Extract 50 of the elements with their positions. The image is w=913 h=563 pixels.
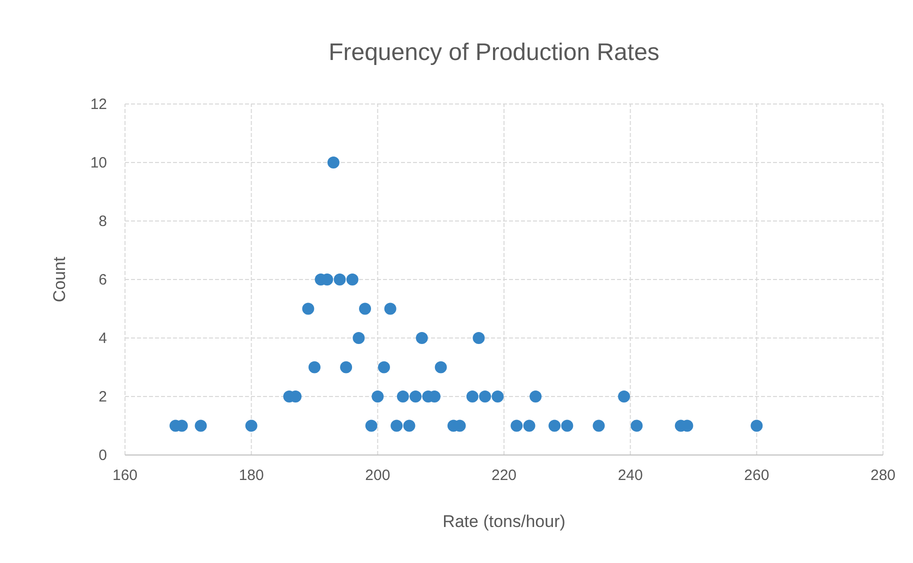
point <box>384 302 396 315</box>
point <box>510 420 523 432</box>
point <box>750 420 763 432</box>
chart-title: Frequency of Production Rates <box>328 39 660 66</box>
point <box>523 420 536 432</box>
point <box>327 156 340 168</box>
point <box>466 390 478 402</box>
point <box>396 390 409 402</box>
point <box>245 420 258 432</box>
point <box>365 420 378 432</box>
y-tick-label: 4 <box>98 330 107 347</box>
point <box>346 274 358 286</box>
point <box>472 332 485 344</box>
x-tick-label: 220 <box>491 467 517 484</box>
point <box>561 420 574 432</box>
point <box>352 332 365 344</box>
y-tick-label: 12 <box>90 96 107 113</box>
point <box>302 302 314 315</box>
point <box>592 420 605 432</box>
point <box>530 390 542 402</box>
x-tick-label: 180 <box>238 467 264 484</box>
y-tick-label: 0 <box>98 447 107 464</box>
point <box>403 420 416 432</box>
point <box>340 361 352 374</box>
x-tick-label: 260 <box>744 467 770 484</box>
x-tick-label: 280 <box>870 467 896 484</box>
y-tick-label: 8 <box>98 213 107 230</box>
point <box>308 361 320 374</box>
y-axis-title: Count <box>50 256 69 302</box>
x-axis-title: Rate (tons/hour) <box>442 512 566 531</box>
point <box>416 332 428 344</box>
y-tick-label: 6 <box>98 272 107 288</box>
point <box>410 390 422 402</box>
x-tick-label: 160 <box>112 467 138 484</box>
point <box>334 274 346 286</box>
x-tick-label: 240 <box>618 467 643 484</box>
point <box>630 420 643 432</box>
x-tick-label: 200 <box>365 467 390 484</box>
point <box>390 420 403 432</box>
point <box>618 390 630 402</box>
point <box>194 420 207 432</box>
point <box>372 390 384 402</box>
point <box>492 390 504 402</box>
point <box>479 390 492 402</box>
point <box>434 361 447 374</box>
y-tick-label: 10 <box>90 154 107 172</box>
y-tick-label: 2 <box>98 388 107 406</box>
point <box>378 361 390 374</box>
point <box>359 302 372 315</box>
point <box>548 420 561 432</box>
